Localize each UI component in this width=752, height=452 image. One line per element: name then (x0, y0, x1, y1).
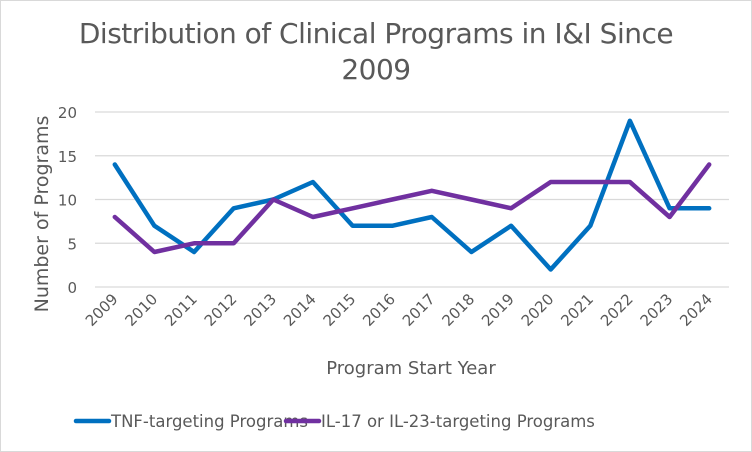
series-line-0 (112, 118, 712, 272)
legend-item-1: IL-17 or IL-23-targeting Programs (283, 412, 595, 431)
gridlines (95, 111, 729, 288)
x-tick-label: 2023 (637, 290, 677, 330)
series-line-1 (112, 162, 712, 255)
chart-title: Distribution of Clinical Programs in I&I… (0, 16, 752, 88)
x-tick-label: 2022 (597, 290, 637, 330)
x-tick-label: 2014 (280, 290, 320, 330)
y-axis-label: Number of Programs (31, 116, 53, 313)
y-tick-label: 15 (58, 148, 77, 166)
y-tick-label: 0 (67, 279, 77, 297)
x-tick-label: 2020 (518, 290, 558, 330)
y-axis-ticks: 0 5 10 15 20 (58, 104, 77, 297)
chart-title-line-1: Distribution of Clinical Programs in I&I… (78, 17, 674, 50)
legend-item-0: TNF-targeting Programs (73, 412, 308, 431)
y-tick-label: 5 (67, 235, 77, 253)
x-axis-ticks: 2009 2010 2011 2012 2013 2014 2015 2016 2017 2018… (82, 290, 716, 330)
x-tick-label: 2019 (478, 290, 518, 330)
legend-label-0: TNF-targeting Programs (110, 412, 308, 431)
x-tick-label: 2011 (161, 290, 201, 330)
x-tick-label: 2010 (122, 290, 162, 330)
x-tick-label: 2024 (676, 290, 716, 330)
x-tick-label: 2018 (439, 290, 479, 330)
x-tick-label: 2012 (201, 290, 241, 330)
y-tick-label: 20 (58, 104, 77, 122)
x-tick-label: 2015 (320, 290, 360, 330)
x-axis-label: Program Start Year (326, 358, 496, 379)
x-tick-label: 2013 (240, 290, 280, 330)
x-tick-label: 2021 (557, 290, 597, 330)
y-tick-label: 10 (58, 192, 77, 210)
x-tick-label: 2017 (399, 290, 439, 330)
x-tick-label: 2016 (359, 290, 399, 330)
legend: TNF-targeting Programs IL-17 or IL-23-tar… (73, 412, 595, 431)
series-lines (112, 118, 712, 272)
legend-label-1: IL-17 or IL-23-targeting Programs (321, 412, 595, 431)
chart-title-line-2: 2009 (341, 53, 411, 86)
x-tick-label: 2009 (82, 290, 122, 330)
